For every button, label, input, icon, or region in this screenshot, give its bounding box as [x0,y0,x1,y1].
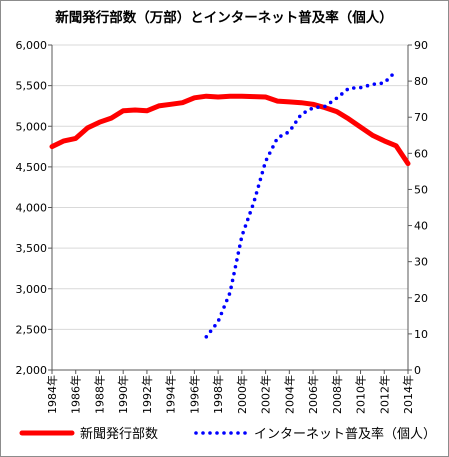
x-tick-label: 2012年 [377,375,391,414]
right-axis-ticks: 0 10 20 30 40 50 60 70 80 90 [414,39,428,377]
legend-label-internet: インターネット普及率（個人） [254,426,436,442]
series-0 [49,93,411,167]
axes [48,44,412,374]
x-tick-label: 1984年 [45,375,59,414]
x-tick-label: 2004年 [282,375,296,414]
left-tick-label: 4,000 [16,202,48,215]
left-tick-label: 2,500 [16,323,48,336]
x-tick-label: 2014年 [401,375,415,414]
right-tick-label: 30 [414,256,428,269]
x-tick-label: 1992年 [140,375,154,414]
x-tick-label: 2006年 [306,375,320,414]
left-tick-label: 3,500 [16,242,48,255]
right-tick-label: 0 [414,364,421,377]
series-layer [49,69,411,339]
left-axis-ticks: 2,000 2,500 3,000 3,500 4,000 4,500 5,000 5,500… [16,39,48,377]
left-tick-label: 5,000 [16,120,48,133]
series-line [204,69,398,339]
x-tick-label: 2002年 [259,375,273,414]
left-tick-label: 2,000 [16,364,48,377]
legend: 新聞発行部数 インターネット普及率（個人） [19,426,436,442]
x-axis-ticks: 1984年 1986年 1988年 1990年 1992年 1994年 1996年 1998年… [45,375,415,414]
right-tick-label: 60 [414,147,428,160]
x-tick-label: 1986年 [69,375,83,414]
right-tick-label: 70 [414,111,428,124]
chart-title: 新聞発行部数（万部）とインターネット普及率（個人） [55,9,393,26]
x-tick-label: 1990年 [116,375,130,414]
series-line [49,93,411,167]
left-tick-label: 4,500 [16,161,48,174]
series-1 [204,69,398,339]
grid-lines [52,44,408,330]
x-tick-label: 1994年 [164,375,178,414]
x-tick-label: 2010年 [354,375,368,414]
right-tick-label: 50 [414,183,428,196]
right-tick-label: 40 [414,220,428,233]
right-tick-label: 10 [414,328,428,341]
x-tick-label: 1998年 [211,375,225,414]
left-tick-label: 3,000 [16,283,48,296]
right-tick-label: 20 [414,292,428,305]
x-tick-label: 2000年 [235,375,249,414]
left-tick-label: 6,000 [16,39,48,52]
legend-label-newspaper: 新聞発行部数 [80,426,158,442]
x-tick-label: 1988年 [92,375,106,414]
left-tick-label: 5,500 [16,80,48,93]
right-tick-label: 90 [414,39,428,52]
right-tick-label: 80 [414,75,428,88]
x-tick-label: 1996年 [187,375,201,414]
x-tick-label: 2008年 [330,375,344,414]
